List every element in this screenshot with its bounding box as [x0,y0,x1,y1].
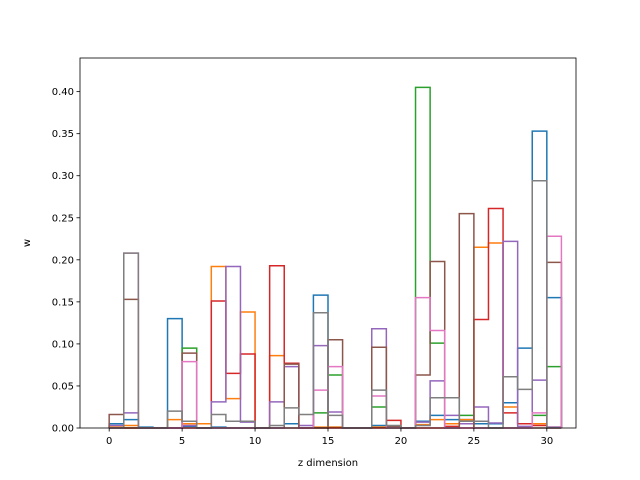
y-tick-label: 0.00 [52,424,74,435]
y-tick-label: 0.10 [52,339,74,350]
x-tick-label: 15 [322,436,335,447]
y-tick-label: 0.35 [52,129,74,140]
y-tick-label: 0.25 [52,213,74,224]
y-tick-label: 0.20 [52,255,74,266]
y-axis-label: w [22,239,33,247]
x-tick-label: 10 [249,436,262,447]
y-tick-label: 0.40 [52,87,74,98]
x-tick-label: 5 [179,436,185,447]
x-axis-label: z dimension [298,458,358,469]
y-axis: 0.00 0.05 0.10 0.15 0.20 0.25 0.30 0.35 0.40 [52,87,80,435]
y-tick-label: 0.15 [52,297,74,308]
y-tick-label: 0.05 [52,381,74,392]
x-tick-label: 20 [395,436,408,447]
x-tick-label: 30 [540,436,553,447]
y-tick-label: 0.30 [52,171,74,182]
x-axis: 0 5 10 15 20 25 30 [106,428,553,447]
x-tick-label: 25 [468,436,481,447]
x-tick-label: 0 [106,436,112,447]
series-7-line [109,180,562,429]
